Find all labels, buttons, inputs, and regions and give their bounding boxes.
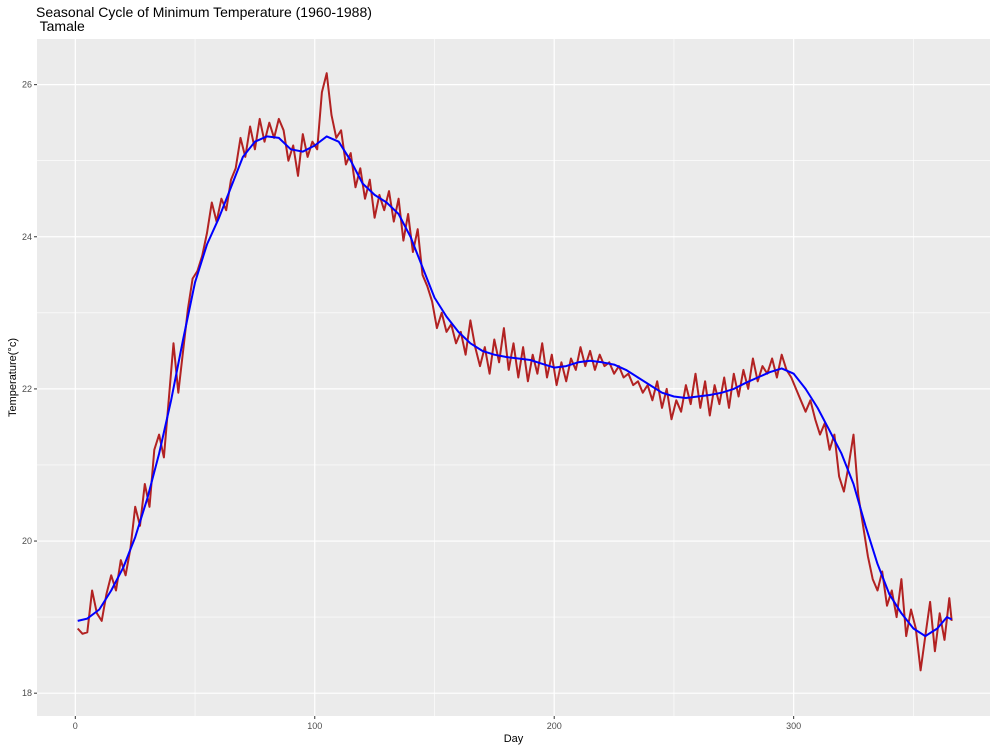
x-tick-label: 100 [307,721,322,731]
plot-panel [37,39,990,716]
x-tick-label: 200 [547,721,562,731]
smoothed-trend-line [77,135,953,638]
y-tick-label: 18 [22,688,32,698]
axis-ticks: 0 100 200 300 18 20 22 24 26 [22,80,801,731]
y-tick-label: 24 [22,232,32,242]
y-tick-label: 22 [22,384,32,394]
chart-subtitle: Tamale [36,18,85,34]
x-tick-label: 300 [786,721,801,731]
x-tick-label: 0 [73,721,78,731]
x-axis-title: Day [504,733,524,745]
y-tick-label: 26 [22,80,32,90]
chart-title: Seasonal Cycle of Minimum Temperature (1… [36,4,372,20]
grid-lines [37,39,990,716]
y-axis-title: Temperature(°c) [7,338,19,417]
y-tick-label: 20 [22,536,32,546]
